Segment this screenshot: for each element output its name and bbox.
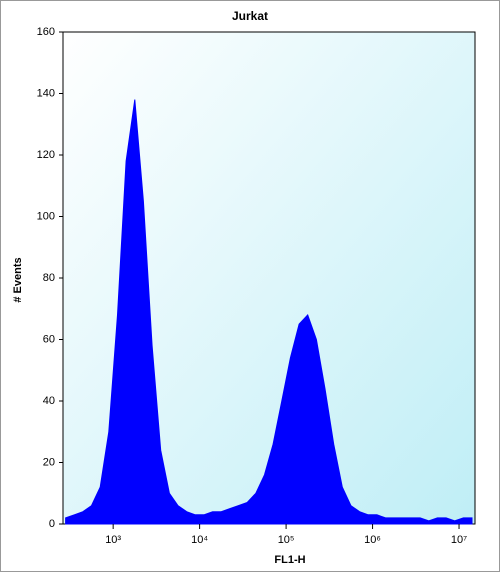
y-tick-label: 100: [37, 210, 55, 222]
y-tick-label: 120: [37, 149, 55, 161]
y-axis-label: # Events: [12, 257, 24, 302]
y-tick-label: 140: [37, 87, 55, 99]
x-tick-label: 10³: [105, 534, 121, 546]
y-tick-label: 20: [43, 456, 55, 468]
x-tick-label: 10⁷: [451, 534, 467, 546]
x-tick-label: 10⁶: [364, 534, 381, 546]
x-axis-label: FL1-H: [274, 554, 305, 566]
y-tick-label: 80: [43, 272, 55, 284]
x-tick-label: 10⁵: [278, 534, 295, 546]
y-tick-label: 40: [43, 395, 55, 407]
y-tick-label: 60: [43, 333, 55, 345]
y-tick-label: 160: [37, 26, 55, 38]
y-tick-label: 0: [49, 518, 55, 530]
histogram-area: [65, 99, 473, 525]
chart-title: Jurkat: [232, 9, 268, 23]
x-tick-label: 10⁴: [191, 534, 208, 546]
